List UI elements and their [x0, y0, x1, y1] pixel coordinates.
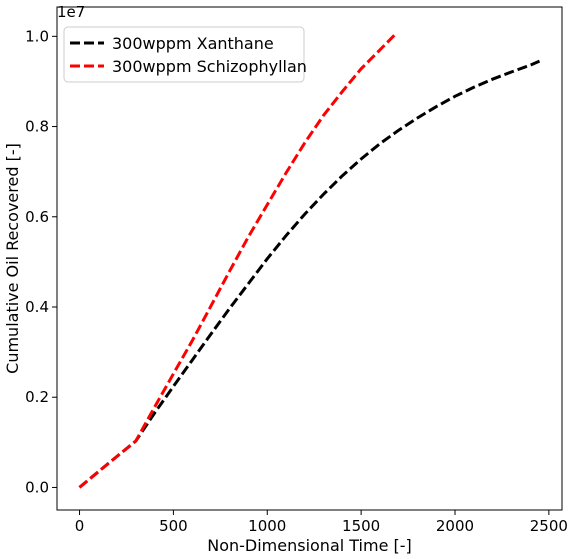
series-line-xanthane — [78, 59, 541, 489]
x-tick-label: 500 — [159, 517, 188, 535]
x-tick-label: 0 — [75, 517, 85, 535]
plot-frame — [56, 6, 563, 511]
y-axis-label: Cumulative Oil Recovered [-] — [3, 143, 22, 374]
y-tick-label: 1.0 — [25, 27, 49, 45]
x-tick-label: 2500 — [530, 517, 568, 535]
y-offset-label: 1e7 — [57, 3, 85, 21]
x-axis-ticks: 0 500 1000 1500 2000 2500 — [75, 510, 568, 535]
plot-area — [57, 7, 562, 510]
series-lines — [78, 31, 541, 489]
legend: 300wppm Xanthane 300wppm Schizophyllan — [63, 26, 307, 83]
y-tick-label: 0.8 — [25, 118, 49, 136]
y-tick-label: 0.4 — [25, 298, 49, 316]
x-axis-label: Non-Dimensional Time [-] — [207, 536, 412, 555]
x-tick-label: 2000 — [436, 517, 474, 535]
y-axis-ticks: 0.0 0.2 0.4 0.6 0.8 1.0 — [25, 27, 57, 496]
legend-label-schizophyllan: 300wppm Schizophyllan — [112, 57, 307, 76]
x-tick-label: 1000 — [248, 517, 286, 535]
legend-box — [63, 26, 305, 83]
series-line-schizophyllan — [78, 31, 398, 489]
y-tick-label: 0.2 — [25, 388, 49, 406]
y-tick-label: 0.0 — [25, 478, 49, 496]
y-tick-label: 0.6 — [25, 208, 49, 226]
legend-label-xanthane: 300wppm Xanthane — [112, 34, 274, 53]
x-tick-label: 1500 — [342, 517, 380, 535]
